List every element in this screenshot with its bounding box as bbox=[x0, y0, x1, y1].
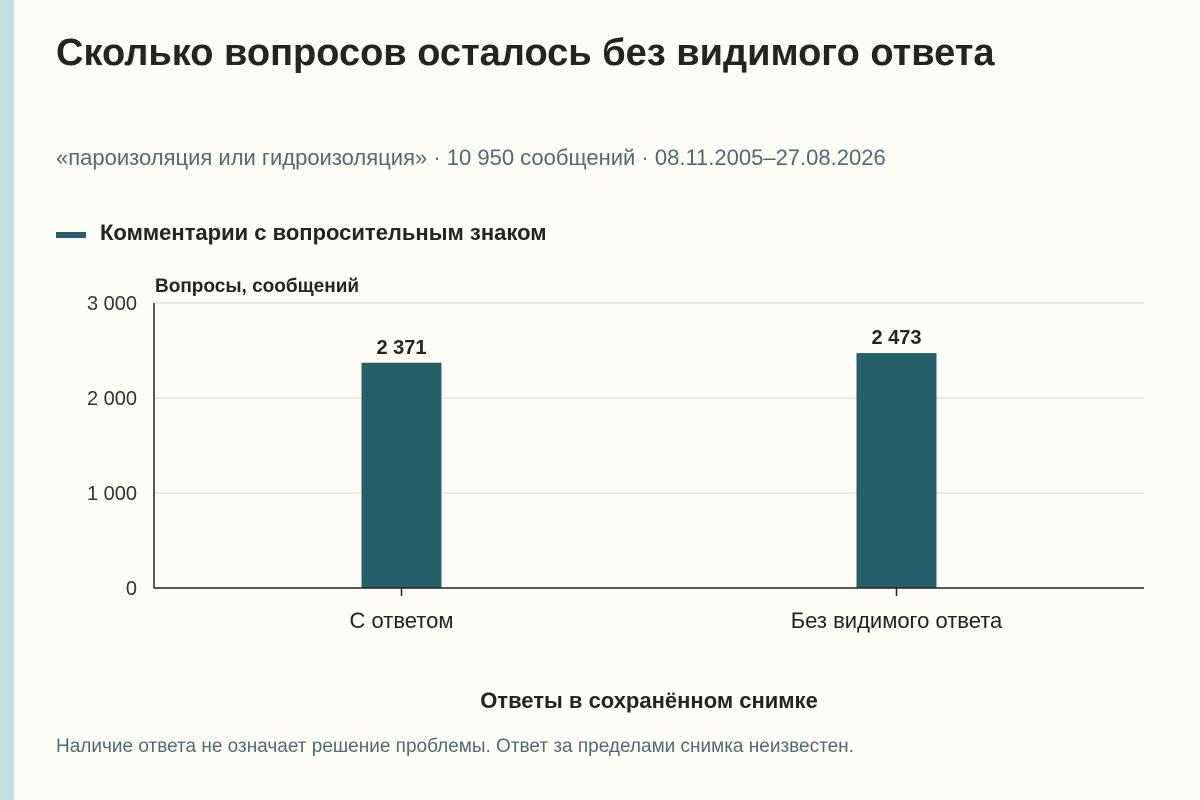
x-tick-label: С ответом bbox=[350, 608, 454, 633]
bar bbox=[361, 362, 442, 588]
y-tick-label: 3 000 bbox=[87, 293, 137, 315]
data-label: 2 371 bbox=[376, 337, 426, 359]
y-tick-label: 2 000 bbox=[87, 388, 137, 410]
bars-layer: 2 371 2 473 bbox=[361, 327, 937, 588]
legend-label: Комментарии с вопросительным знаком bbox=[100, 220, 547, 245]
chart-subtitle: «пароизоляция или гидроизоляция» · 10 95… bbox=[56, 145, 886, 170]
left-accent-stripe bbox=[0, 0, 14, 800]
chart-footnote: Наличие ответа не означает решение пробл… bbox=[56, 736, 854, 757]
bar bbox=[856, 353, 937, 588]
y-axis-title: Вопросы, сообщений bbox=[155, 276, 359, 297]
x-tick-label: Без видимого ответа bbox=[791, 608, 1003, 633]
x-axis-title: Ответы в сохранённом снимке bbox=[480, 688, 818, 713]
axis-layer: 0 1 000 2 000 3 000 С ответом Без видимого от… bbox=[87, 293, 1144, 633]
legend-swatch bbox=[56, 232, 86, 238]
chart-title: Сколько вопросов осталось без видимого о… bbox=[56, 32, 995, 74]
y-tick-label: 1 000 bbox=[87, 483, 137, 505]
grid-layer bbox=[154, 302, 1144, 494]
y-tick-label: 0 bbox=[126, 578, 137, 600]
chart-legend: Комментарии с вопросительным знаком bbox=[56, 216, 547, 250]
data-label: 2 473 bbox=[871, 327, 921, 349]
